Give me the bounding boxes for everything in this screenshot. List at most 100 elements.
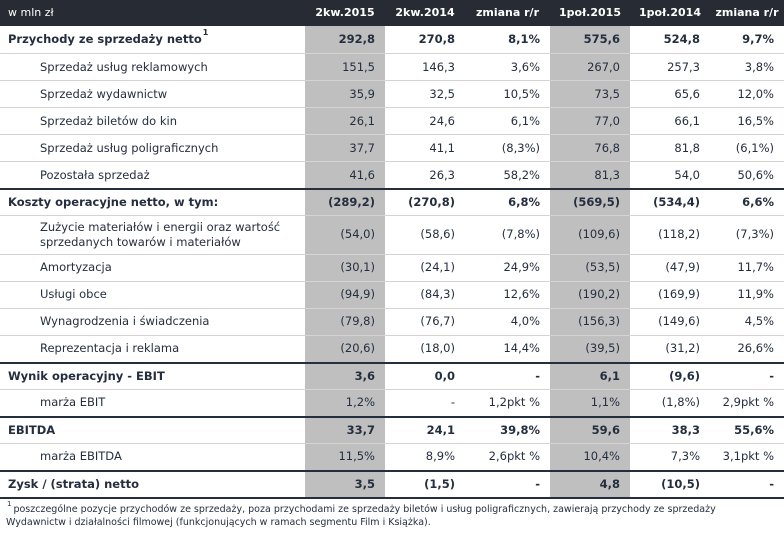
value-cell: (20,6) [305, 335, 385, 362]
value-cell: 59,6 [550, 417, 630, 443]
value-cell: (79,8) [305, 308, 385, 335]
value-cell: (54,0) [305, 216, 385, 254]
value-cell: (8,3%) [501, 140, 540, 155]
value-cell: 575,6 [550, 26, 630, 53]
value-cell: 3,1pkt % [722, 449, 774, 464]
value-cell: 6,8% [508, 195, 540, 210]
value-cell: 11,9% [737, 287, 774, 302]
value-cell: 7,3% [670, 449, 700, 464]
value-cell: 292,8 [305, 26, 385, 53]
value-cell: 24,9% [503, 260, 540, 275]
value-cell: - [535, 368, 540, 383]
value-cell: 41,1 [429, 140, 455, 155]
value-cell: (534,4) [653, 195, 700, 210]
value-cell: (76,7) [420, 314, 455, 329]
value-cell: 55,6% [734, 422, 774, 437]
value-cell: (1,5) [424, 476, 455, 491]
value-cell: 39,8% [500, 422, 540, 437]
value-cell: 26,1 [305, 108, 385, 134]
value-cell: 11,7% [737, 260, 774, 275]
value-cell: 24,1 [426, 422, 455, 437]
table-row: Wynagrodzenia i świadczenia (79,8) (76,7… [0, 307, 784, 335]
value-cell: 50,6% [737, 167, 774, 182]
value-cell: 524,8 [663, 32, 700, 47]
value-cell: (84,3) [420, 287, 455, 302]
value-cell: 26,3 [429, 167, 455, 182]
value-cell: - [769, 476, 774, 491]
row-label: Wynik operacyjny - EBIT [8, 368, 165, 383]
value-cell: 12,6% [503, 287, 540, 302]
value-cell: 6,1% [510, 113, 540, 128]
value-cell: 37,7 [305, 135, 385, 161]
column-header-zmiana-rr-q: zmiana r/r [475, 5, 539, 19]
table-row: Zużycie materiałów i energii oraz wartoś… [0, 215, 784, 254]
column-header-zmiana-rr-h: zmiana r/r [715, 5, 779, 19]
value-cell: 3,6% [510, 59, 540, 74]
value-cell: (31,2) [665, 341, 700, 356]
value-cell: 10,5% [503, 86, 540, 101]
value-cell: 2,6pkt % [488, 449, 540, 464]
value-cell: 16,5% [737, 113, 774, 128]
value-cell: - [769, 368, 774, 383]
table-row: Sprzedaż usług reklamowych 151,5 146,3 3… [0, 53, 784, 80]
table-header-row: w mln zł 2kw.2015 2kw.2014 zmiana r/r 1p… [0, 0, 784, 26]
value-cell: 11,5% [305, 443, 385, 470]
row-label: Zużycie materiałów i energii oraz wartoś… [40, 220, 281, 249]
value-cell: (9,6) [669, 368, 700, 383]
table-row: marża EBIT 1,2% - 1,2pkt % 1,1% (1,8%) 2… [0, 388, 784, 416]
column-header-1pol2015: 1poł.2015 [559, 5, 621, 19]
value-cell: (53,5) [550, 254, 630, 281]
value-cell: 8,9% [425, 449, 455, 464]
value-cell: (18,0) [420, 341, 455, 356]
row-label: EBITDA [8, 422, 56, 437]
value-cell: 77,0 [550, 108, 630, 134]
value-cell: 10,4% [550, 443, 630, 470]
row-label: Sprzedaż usług reklamowych [40, 59, 208, 74]
value-cell: (7,3%) [735, 227, 774, 242]
value-cell: 65,6 [674, 86, 700, 101]
value-cell: 73,5 [550, 81, 630, 107]
value-cell: 1,1% [550, 389, 630, 416]
column-header-2kw2014: 2kw.2014 [395, 5, 455, 19]
value-cell: 6,1 [550, 363, 630, 389]
value-cell: (569,5) [550, 190, 630, 215]
footnote: 1poszczególne pozycje przychodów ze sprz… [0, 499, 784, 530]
value-cell: (149,6) [658, 314, 700, 329]
value-cell: 81,8 [674, 140, 700, 155]
value-cell: 81,3 [550, 162, 630, 188]
value-cell: 4,0% [510, 314, 540, 329]
value-cell: (58,6) [420, 227, 455, 242]
financial-table: w mln zł 2kw.2015 2kw.2014 zmiana r/r 1p… [0, 0, 784, 499]
value-cell: 3,5 [305, 471, 385, 497]
value-cell: (7,8%) [501, 227, 540, 242]
row-label: Pozostała sprzedaż [40, 167, 150, 182]
value-cell: (6,1%) [735, 140, 774, 155]
row-label: Sprzedaż wydawnictw [40, 86, 168, 101]
column-header-2kw2015: 2kw.2015 [315, 5, 375, 19]
value-cell: 146,3 [422, 59, 455, 74]
value-cell: (1,8%) [661, 395, 700, 410]
row-label: Zysk / (strata) netto [8, 476, 139, 491]
value-cell: 35,9 [305, 81, 385, 107]
value-cell: - [535, 476, 540, 491]
value-cell: 76,8 [550, 135, 630, 161]
row-label: Przychody ze sprzedaży netto1 [8, 28, 209, 47]
value-cell: (94,9) [305, 281, 385, 308]
value-cell: (270,8) [408, 195, 455, 210]
value-cell: 1,2pkt % [488, 395, 540, 410]
row-label: marża EBITDA [40, 449, 122, 464]
value-cell: 38,3 [671, 422, 700, 437]
value-cell: 54,0 [674, 167, 700, 182]
value-cell: 24,6 [429, 113, 455, 128]
row-label: Koszty operacyjne netto, w tym: [8, 195, 219, 210]
value-cell: (10,5) [661, 476, 700, 491]
row-label: Amortyzacja [40, 260, 112, 275]
value-cell: 2,9pkt % [722, 395, 774, 410]
column-header-1pol2014: 1poł.2014 [639, 5, 701, 19]
value-cell: (289,2) [305, 190, 385, 215]
table-row: Usługi obce (94,9) (84,3) 12,6% (190,2) … [0, 280, 784, 308]
value-cell: - [450, 395, 455, 410]
value-cell: 58,2% [503, 167, 540, 182]
value-cell: 12,0% [737, 86, 774, 101]
value-cell: (190,2) [550, 281, 630, 308]
